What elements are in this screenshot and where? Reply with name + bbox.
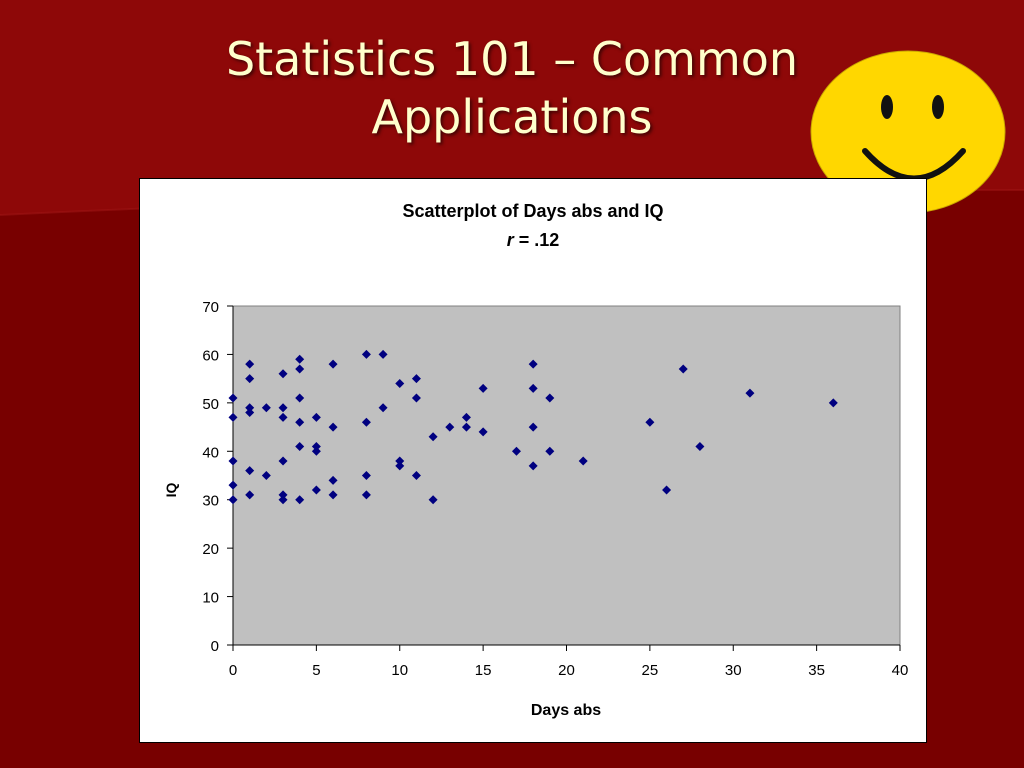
data-point <box>311 446 321 456</box>
data-point <box>328 475 338 485</box>
data-point <box>245 374 255 384</box>
data-point <box>478 383 488 393</box>
data-point <box>445 422 455 432</box>
y-axis-label: IQ <box>163 483 179 498</box>
x-tick-label: 35 <box>808 662 825 679</box>
data-point <box>745 388 755 398</box>
x-tick-label: 30 <box>725 662 742 679</box>
data-point <box>528 422 538 432</box>
data-point <box>245 403 255 413</box>
x-tick-label: 10 <box>391 662 408 679</box>
data-point <box>361 349 371 359</box>
data-point <box>528 383 538 393</box>
chart-axes: 0 10 20 30 40 50 60 70 0 5 10 15 20 25 30 35 40 <box>202 299 908 679</box>
data-point <box>678 364 688 374</box>
data-point <box>228 495 238 505</box>
data-point <box>395 461 405 471</box>
data-point <box>245 490 255 500</box>
data-point <box>295 495 305 505</box>
x-tick-label: 15 <box>475 662 492 679</box>
data-point <box>278 490 288 500</box>
plot-area <box>232 305 901 646</box>
data-point <box>295 441 305 451</box>
smiley-face-icon <box>810 50 1006 214</box>
slide-title: Statistics 101 – Common Applications <box>0 30 1024 146</box>
data-point <box>695 441 705 451</box>
chart-points <box>228 349 838 505</box>
data-point <box>311 412 321 422</box>
data-point <box>261 403 271 413</box>
smiley-left-eye <box>881 95 893 119</box>
data-point <box>311 441 321 451</box>
x-tick-label: 20 <box>558 662 575 679</box>
data-point <box>295 393 305 403</box>
chart-subtitle: r = .12 <box>507 230 560 250</box>
x-tick-label: 0 <box>229 662 237 679</box>
data-point <box>378 403 388 413</box>
y-tick-label: 30 <box>202 493 219 510</box>
data-point <box>545 446 555 456</box>
data-point <box>328 422 338 432</box>
data-point <box>545 393 555 403</box>
y-tick-label: 70 <box>202 299 219 316</box>
data-point <box>395 456 405 466</box>
data-point <box>361 471 371 480</box>
data-point <box>228 456 238 466</box>
y-tick-label: 10 <box>202 590 219 607</box>
data-point <box>278 495 288 505</box>
data-point <box>278 456 288 466</box>
data-point <box>278 412 288 422</box>
y-tick-label: 0 <box>211 638 219 655</box>
data-point <box>578 456 588 466</box>
data-point <box>228 412 238 422</box>
data-point <box>278 369 288 379</box>
data-point <box>295 364 305 374</box>
slide-title-line-1: Statistics 101 – Common <box>225 32 799 86</box>
y-tick-label: 40 <box>202 444 219 461</box>
smiley-right-eye <box>932 95 944 119</box>
data-point <box>361 417 371 427</box>
data-point <box>228 393 238 403</box>
data-point <box>528 461 538 471</box>
data-point <box>395 378 405 388</box>
chart-title: Scatterplot of Days abs and IQ <box>402 201 663 221</box>
data-point <box>428 495 438 505</box>
y-tick-label: 60 <box>202 347 219 364</box>
data-point <box>278 403 288 413</box>
data-point <box>328 359 338 369</box>
data-point <box>411 393 421 403</box>
data-point <box>528 359 538 369</box>
y-tick-label: 50 <box>202 396 219 413</box>
x-axis-label: Days abs <box>531 702 601 719</box>
data-point <box>311 485 321 495</box>
data-point <box>328 490 338 500</box>
data-point <box>411 471 421 480</box>
data-point <box>245 466 255 476</box>
scatter-chart: Scatterplot of Days abs and IQ r = .12 0… <box>163 201 908 719</box>
x-tick-label: 25 <box>642 662 659 679</box>
data-point <box>828 398 838 408</box>
chart-panel: Scatterplot of Days abs and IQ r = .12 0… <box>139 178 927 743</box>
data-point <box>295 354 305 364</box>
data-point <box>245 359 255 369</box>
data-point <box>428 432 438 442</box>
data-point <box>645 417 655 427</box>
data-point <box>228 480 238 490</box>
data-point <box>295 417 305 427</box>
x-tick-label: 40 <box>892 662 909 679</box>
data-point <box>245 408 255 418</box>
data-point <box>478 427 488 437</box>
y-tick-label: 20 <box>202 541 219 558</box>
data-point <box>411 374 421 384</box>
data-point <box>461 422 471 432</box>
data-point <box>361 490 371 500</box>
data-point <box>662 485 672 495</box>
slide-title-line-2: Applications <box>371 90 653 144</box>
chart-subtitle-value: = .12 <box>514 230 560 250</box>
data-point <box>261 471 271 480</box>
chart-subtitle-r: r <box>507 230 515 250</box>
x-tick-label: 5 <box>312 662 320 679</box>
data-point <box>461 412 471 422</box>
data-point <box>378 349 388 359</box>
